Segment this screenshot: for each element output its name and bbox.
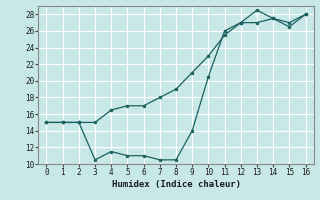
X-axis label: Humidex (Indice chaleur): Humidex (Indice chaleur) [111,180,241,189]
